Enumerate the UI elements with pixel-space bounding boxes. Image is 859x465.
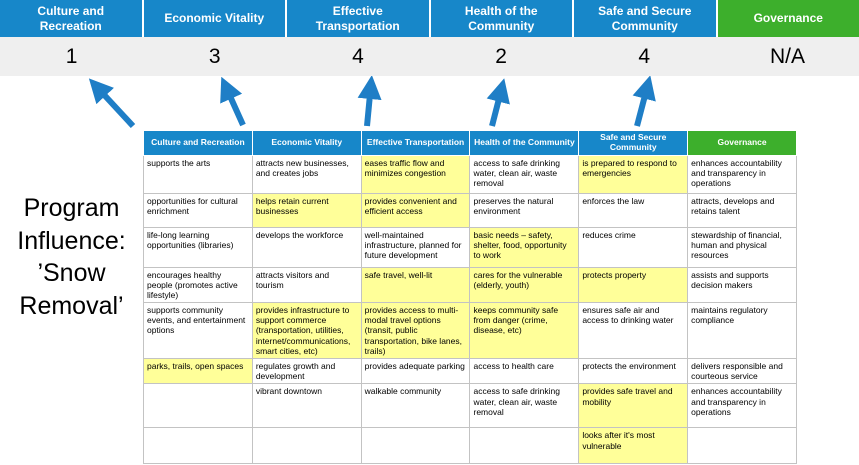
matrix-cell: preserves the natural environment: [469, 192, 580, 228]
matrix-header-1: Economic Vitality: [251, 130, 362, 156]
matrix-header-3: Health of the Community: [469, 130, 580, 156]
table-row: life-long learning opportunities (librar…: [143, 226, 797, 268]
matrix-cell: supports the arts: [143, 154, 253, 194]
table-row: looks after it's most vulnerable: [143, 427, 797, 465]
up-arrow-icon: [632, 76, 656, 127]
matrix-cell: protects property: [578, 266, 689, 304]
matrix-cell: stewardship of financial, human and phys…: [687, 226, 797, 268]
matrix-cell: helps retain current businesses: [251, 192, 362, 228]
matrix-cell: provides infrastructure to support comme…: [251, 302, 362, 360]
matrix-cell: attracts new businesses, and creates job…: [251, 154, 362, 194]
influence-matrix: Culture and Recreation Economic Vitality E…: [143, 130, 797, 465]
matrix-cell: assists and supports decision makers: [687, 266, 797, 304]
matrix-cell: reduces crime: [578, 226, 689, 268]
score-header-3: Health of the Community: [430, 0, 574, 37]
matrix-header-2: Effective Transportation: [360, 130, 471, 156]
matrix-cell: keeps community safe from danger (crime,…: [469, 302, 580, 360]
matrix-cell: protects the environment: [578, 358, 689, 385]
table-row: vibrant downtown walkable community access…: [143, 383, 797, 429]
matrix-cell: enhances accountability and transparency…: [687, 383, 797, 429]
score-value-3: 2: [495, 44, 507, 68]
up-arrow-icon: [88, 78, 136, 129]
matrix-cell: enhances accountability and transparency…: [687, 154, 797, 194]
matrix-cell: attracts visitors and tourism: [251, 266, 362, 304]
score-value-1: 3: [208, 44, 221, 68]
matrix-cell: enforces the law: [578, 192, 689, 228]
table-row: supports community events, and entertain…: [143, 302, 797, 360]
matrix-cell: parks, trails, open spaces: [143, 358, 253, 385]
score-header-row: Culture and Recreation Economic Vitality E…: [0, 0, 859, 37]
matrix-cell: basic needs – safety, shelter, food, opp…: [469, 226, 580, 268]
up-arrow-icon: [486, 78, 510, 127]
matrix-header-row: Culture and Recreation Economic Vitality E…: [143, 130, 797, 156]
matrix-cell: [143, 383, 253, 429]
matrix-cell: provides safe travel and mobility: [578, 383, 689, 429]
score-value-4: 4: [638, 44, 651, 68]
matrix-cell: safe travel, well-lit: [360, 266, 471, 304]
matrix-cell: provides access to multi-modal travel op…: [360, 302, 471, 360]
matrix-cell: provides adequate parking: [360, 358, 471, 385]
program-label-line: Program: [23, 194, 120, 222]
matrix-cell: access to safe drinking water, clean air…: [469, 383, 580, 429]
score-header-2: Effective Transportation: [287, 0, 431, 37]
matrix-cell: develops the workforce: [251, 226, 362, 268]
matrix-cell: access to health care: [469, 358, 580, 385]
program-label-line: Removal’: [19, 291, 124, 320]
arrows-layer: [88, 76, 656, 129]
score-value-2: 4: [352, 44, 364, 68]
table-row: opportunities for cultural enrichment hel…: [143, 192, 797, 228]
matrix-header-4: Safe and Secure Community: [578, 130, 689, 156]
up-arrow-icon: [357, 76, 382, 127]
matrix-header-0: Culture and Recreation: [143, 130, 253, 156]
matrix-cell: well-maintained infrastructure, planned …: [360, 226, 471, 268]
matrix-header-5: Governance: [687, 130, 797, 156]
matrix-cell: eases traffic flow and minimizes congest…: [360, 154, 471, 194]
matrix-cell: life-long learning opportunities (librar…: [143, 226, 253, 268]
matrix-cell: looks after it's most vulnerable: [578, 427, 689, 465]
matrix-cell: walkable community: [360, 383, 471, 429]
table-row: parks, trails, open spaces regulates grow…: [143, 358, 797, 385]
score-header-0: Culture and Recreation: [0, 0, 144, 37]
matrix-cell: regulates growth and development: [251, 358, 362, 385]
score-value-row: 1 3 4 2 4 N/A: [0, 37, 859, 76]
program-label: Program Influence: ’Snow Removal’: [0, 192, 143, 322]
matrix-cell: [360, 427, 471, 465]
up-arrow-icon: [220, 76, 246, 127]
table-row: supports the arts attracts new businesses…: [143, 154, 797, 194]
matrix-cell: vibrant downtown: [251, 383, 362, 429]
matrix-cell: attracts, develops and retains talent: [687, 192, 797, 228]
matrix-cell: provides convenient and efficient access: [360, 192, 471, 228]
table-row: encourages healthy people (promotes acti…: [143, 266, 797, 304]
score-value-0: 1: [65, 44, 78, 68]
score-value-5: N/A: [769, 44, 805, 68]
matrix-cell: is prepared to respond to emergencies: [578, 154, 689, 194]
score-header-5: Governance: [717, 0, 859, 37]
program-label-line: ’Snow: [37, 259, 106, 287]
matrix-cell: [251, 427, 362, 465]
matrix-cell: access to safe drinking water, clean air…: [469, 154, 580, 194]
score-header-4: Safe and Secure Community: [574, 0, 718, 37]
matrix-cell: ensures safe air and access to drinking …: [578, 302, 689, 360]
matrix-cell: [143, 427, 253, 465]
matrix-cell: maintains regulatory compliance: [687, 302, 797, 360]
matrix-cell: [687, 427, 797, 465]
score-header-1: Economic Vitality: [143, 0, 287, 37]
matrix-cell: opportunities for cultural enrichment: [143, 192, 253, 228]
matrix-cell: supports community events, and entertain…: [143, 302, 253, 360]
program-label-line: Influence:: [17, 226, 126, 255]
matrix-body: supports the arts attracts new businesses…: [143, 154, 797, 465]
matrix-cell: cares for the vulnerable (elderly, youth…: [469, 266, 580, 304]
matrix-cell: delivers responsible and courteous servi…: [687, 358, 797, 385]
matrix-cell: [469, 427, 580, 465]
matrix-cell: encourages healthy people (promotes acti…: [143, 266, 253, 304]
